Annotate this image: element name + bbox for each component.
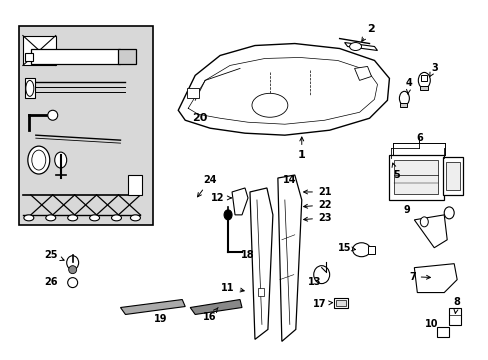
Bar — [367, 246, 375, 254]
Bar — [442, 157, 462, 195]
Bar — [258, 288, 264, 296]
Text: 3: 3 — [429, 63, 437, 77]
Ellipse shape — [26, 80, 34, 96]
Bar — [388, 155, 443, 200]
Text: 23: 23 — [303, 213, 331, 223]
Text: 8: 8 — [453, 297, 460, 314]
Ellipse shape — [352, 243, 370, 257]
Polygon shape — [354, 67, 371, 80]
Ellipse shape — [28, 146, 50, 174]
Text: 4: 4 — [405, 78, 412, 94]
Text: 11: 11 — [221, 283, 244, 293]
Ellipse shape — [48, 110, 58, 120]
Polygon shape — [232, 188, 247, 215]
Ellipse shape — [349, 42, 361, 50]
Bar — [128, 175, 142, 195]
Ellipse shape — [67, 215, 78, 221]
Ellipse shape — [55, 152, 66, 168]
Bar — [31, 49, 120, 64]
Text: 20: 20 — [192, 113, 207, 123]
Text: 17: 17 — [312, 298, 332, 309]
Text: 18: 18 — [241, 250, 254, 260]
Bar — [25, 54, 33, 62]
Text: 24: 24 — [197, 175, 217, 197]
Ellipse shape — [67, 278, 78, 288]
Text: 13: 13 — [307, 276, 321, 287]
Text: 6: 6 — [415, 133, 422, 143]
Ellipse shape — [251, 93, 287, 117]
Polygon shape — [249, 188, 272, 339]
Polygon shape — [344, 42, 377, 50]
Text: 21: 21 — [303, 187, 331, 197]
Bar — [19, 26, 153, 225]
Ellipse shape — [66, 256, 79, 270]
Polygon shape — [178, 44, 388, 135]
Text: 16: 16 — [203, 307, 218, 323]
Bar — [420, 86, 427, 90]
Text: 7: 7 — [408, 272, 429, 282]
Text: 25: 25 — [44, 250, 64, 261]
Ellipse shape — [32, 150, 46, 170]
Text: 19: 19 — [153, 314, 167, 324]
Text: 2: 2 — [361, 24, 374, 41]
Ellipse shape — [417, 72, 429, 88]
Bar — [421, 75, 427, 81]
Polygon shape — [190, 300, 242, 315]
Polygon shape — [120, 300, 185, 315]
Text: 9: 9 — [403, 205, 410, 215]
Polygon shape — [413, 264, 456, 293]
Ellipse shape — [111, 215, 121, 221]
Ellipse shape — [68, 266, 77, 274]
Ellipse shape — [420, 217, 427, 227]
Ellipse shape — [224, 210, 232, 220]
Bar — [118, 49, 136, 64]
Ellipse shape — [89, 215, 100, 221]
Polygon shape — [277, 175, 301, 341]
Ellipse shape — [24, 215, 34, 221]
Bar — [446, 162, 459, 190]
Bar — [400, 103, 407, 107]
Text: 14: 14 — [283, 175, 296, 185]
Text: 22: 22 — [303, 200, 331, 210]
Polygon shape — [23, 36, 56, 66]
Ellipse shape — [46, 215, 56, 221]
Text: 1: 1 — [297, 137, 305, 160]
Polygon shape — [413, 215, 447, 248]
Text: 12: 12 — [211, 193, 231, 203]
Text: 26: 26 — [44, 276, 58, 287]
Text: 10: 10 — [424, 319, 437, 329]
Ellipse shape — [443, 207, 453, 219]
Text: 15: 15 — [337, 243, 355, 253]
Bar — [333, 298, 347, 307]
Bar — [25, 78, 35, 98]
Bar — [335, 300, 345, 306]
Bar — [448, 307, 460, 325]
Ellipse shape — [130, 215, 140, 221]
Text: 5: 5 — [391, 163, 399, 180]
Bar — [436, 328, 448, 337]
Ellipse shape — [313, 266, 329, 284]
Ellipse shape — [399, 91, 408, 105]
Bar — [187, 88, 199, 98]
Bar — [394, 160, 437, 194]
